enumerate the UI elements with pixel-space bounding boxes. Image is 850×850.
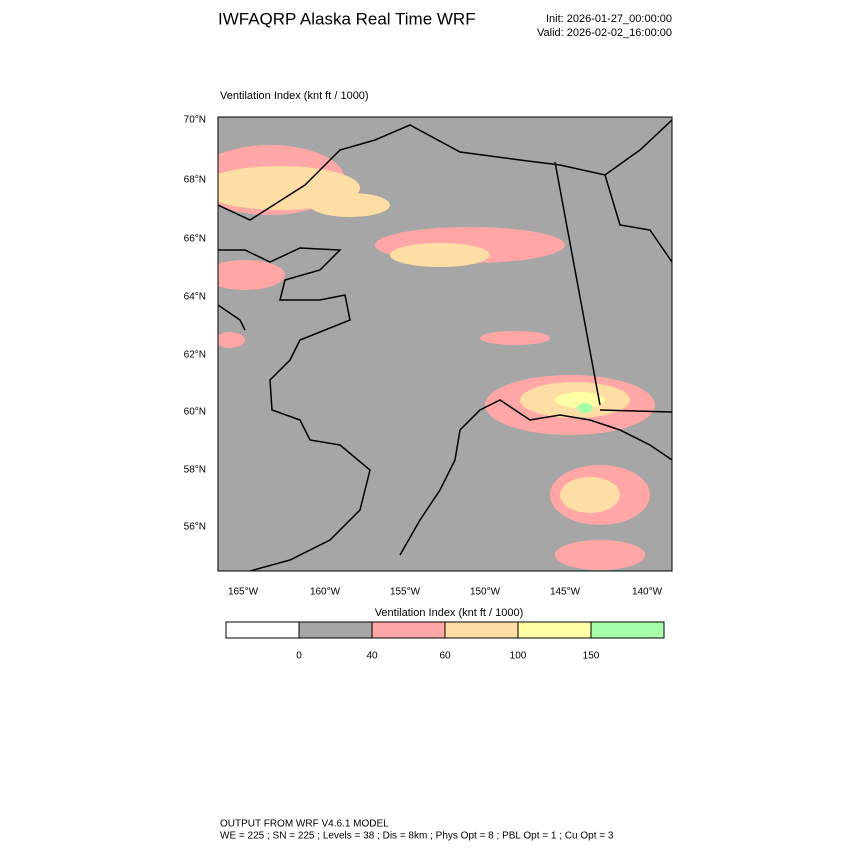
lat-label: 64°N — [184, 292, 206, 303]
colorbar-label: 100 — [510, 651, 527, 662]
lat-label: 56°N — [184, 522, 206, 533]
valid-time: Valid: 2026-02-02_16:00:00 — [537, 27, 672, 39]
colorbar-title: Ventilation Index (knt ft / 1000) — [375, 607, 524, 619]
colorbar-label: 0 — [296, 651, 302, 662]
lat-label: 62°N — [184, 350, 206, 361]
field-area — [555, 392, 605, 408]
coastline — [218, 119, 672, 571]
footer-line: OUTPUT FROM WRF V4.6.1 MODEL — [220, 819, 389, 830]
colorbar-box — [298, 621, 373, 639]
lat-label: 66°N — [184, 234, 206, 245]
lon-label: 160°W — [310, 587, 341, 598]
lon-label: 165°W — [228, 587, 259, 598]
lat-label: 68°N — [184, 175, 206, 186]
colorbar-label: 60 — [439, 651, 451, 662]
lat-label: 60°N — [184, 407, 206, 418]
title: IWFAQRP Alaska Real Time WRF — [218, 9, 476, 28]
lon-label: 150°W — [470, 587, 501, 598]
field-area — [560, 477, 620, 513]
init-time: Init: 2026-01-27_00:00:00 — [546, 13, 672, 25]
lon-label: 145°W — [550, 587, 581, 598]
colorbar-label: 40 — [366, 651, 378, 662]
field-area — [390, 243, 490, 267]
lon-label: 155°W — [390, 587, 421, 598]
field-area — [555, 540, 645, 570]
colorbar-box — [517, 621, 592, 639]
footer-line: WE = 225 ; SN = 225 ; Levels = 38 ; Dis … — [220, 831, 614, 842]
field-label: Ventilation Index (knt ft / 1000) — [220, 90, 369, 102]
colorbar-label: 150 — [583, 651, 600, 662]
field-area — [480, 331, 550, 345]
colorbar-box — [444, 621, 519, 639]
colorbar-box — [371, 621, 446, 639]
lon-label: 140°W — [632, 587, 663, 598]
lat-label: 70°N — [184, 115, 206, 126]
field-area — [218, 332, 245, 348]
map — [218, 117, 672, 571]
lat-label: 58°N — [184, 465, 206, 476]
colorbar-box — [590, 621, 665, 639]
map-frame — [217, 116, 673, 572]
field-area — [310, 193, 390, 217]
field-area — [577, 403, 593, 413]
field-area — [218, 260, 285, 290]
colorbar-box — [225, 621, 300, 639]
